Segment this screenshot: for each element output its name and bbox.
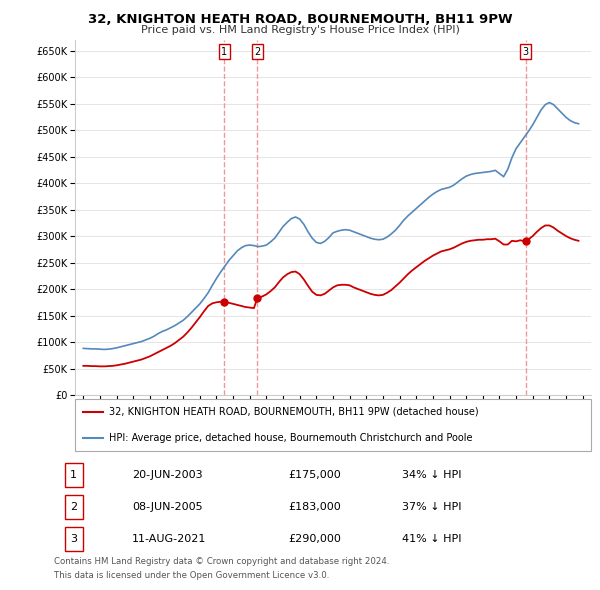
FancyBboxPatch shape bbox=[75, 399, 591, 451]
Text: 37% ↓ HPI: 37% ↓ HPI bbox=[402, 502, 461, 512]
Text: 3: 3 bbox=[523, 47, 529, 57]
Text: 1: 1 bbox=[221, 47, 227, 57]
Text: 2: 2 bbox=[254, 47, 260, 57]
Text: 3: 3 bbox=[70, 534, 77, 544]
Text: 11-AUG-2021: 11-AUG-2021 bbox=[132, 534, 206, 544]
Text: 2: 2 bbox=[70, 502, 77, 512]
Text: 08-JUN-2005: 08-JUN-2005 bbox=[132, 502, 203, 512]
Text: £183,000: £183,000 bbox=[288, 502, 341, 512]
Text: £175,000: £175,000 bbox=[288, 470, 341, 480]
Text: 34% ↓ HPI: 34% ↓ HPI bbox=[402, 470, 461, 480]
Text: Contains HM Land Registry data © Crown copyright and database right 2024.: Contains HM Land Registry data © Crown c… bbox=[54, 557, 389, 566]
Text: £290,000: £290,000 bbox=[288, 534, 341, 544]
Text: 20-JUN-2003: 20-JUN-2003 bbox=[132, 470, 203, 480]
Text: This data is licensed under the Open Government Licence v3.0.: This data is licensed under the Open Gov… bbox=[54, 571, 329, 580]
Text: HPI: Average price, detached house, Bournemouth Christchurch and Poole: HPI: Average price, detached house, Bour… bbox=[109, 433, 472, 443]
Text: 1: 1 bbox=[70, 470, 77, 480]
Text: 32, KNIGHTON HEATH ROAD, BOURNEMOUTH, BH11 9PW (detached house): 32, KNIGHTON HEATH ROAD, BOURNEMOUTH, BH… bbox=[109, 407, 478, 417]
Text: 32, KNIGHTON HEATH ROAD, BOURNEMOUTH, BH11 9PW: 32, KNIGHTON HEATH ROAD, BOURNEMOUTH, BH… bbox=[88, 13, 512, 26]
Text: Price paid vs. HM Land Registry's House Price Index (HPI): Price paid vs. HM Land Registry's House … bbox=[140, 25, 460, 35]
Text: 41% ↓ HPI: 41% ↓ HPI bbox=[402, 534, 461, 544]
